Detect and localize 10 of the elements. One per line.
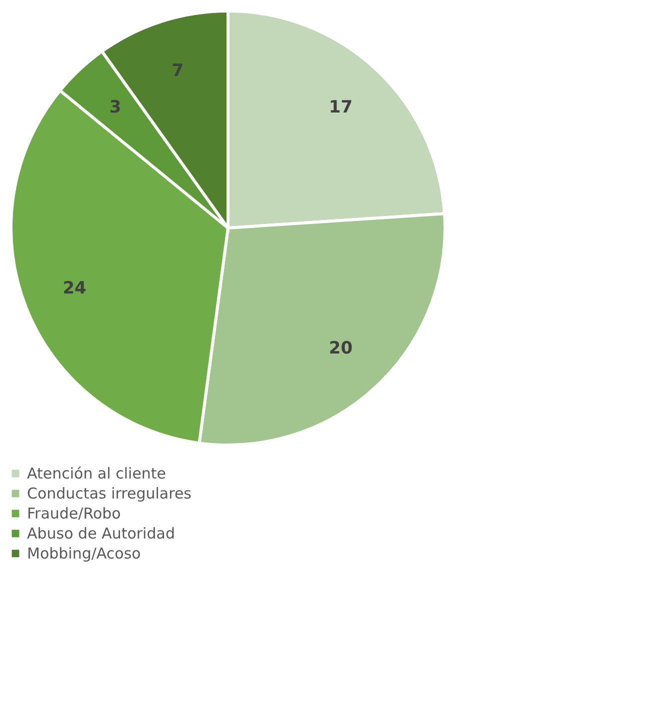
data-label: 17 (328, 98, 353, 118)
data-label: 20 (328, 338, 353, 358)
data-label: 3 (109, 98, 122, 118)
legend-label: Conductas irregulares (27, 484, 192, 502)
legend-label: Mobbing/Acoso (27, 544, 141, 562)
legend-label: Abuso de Autoridad (27, 524, 175, 542)
data-label: 7 (172, 60, 184, 81)
legend-label: Atención al cliente (27, 464, 166, 482)
legend-label: Fraude/Robo (27, 504, 121, 522)
data-label: 24 (62, 278, 87, 299)
